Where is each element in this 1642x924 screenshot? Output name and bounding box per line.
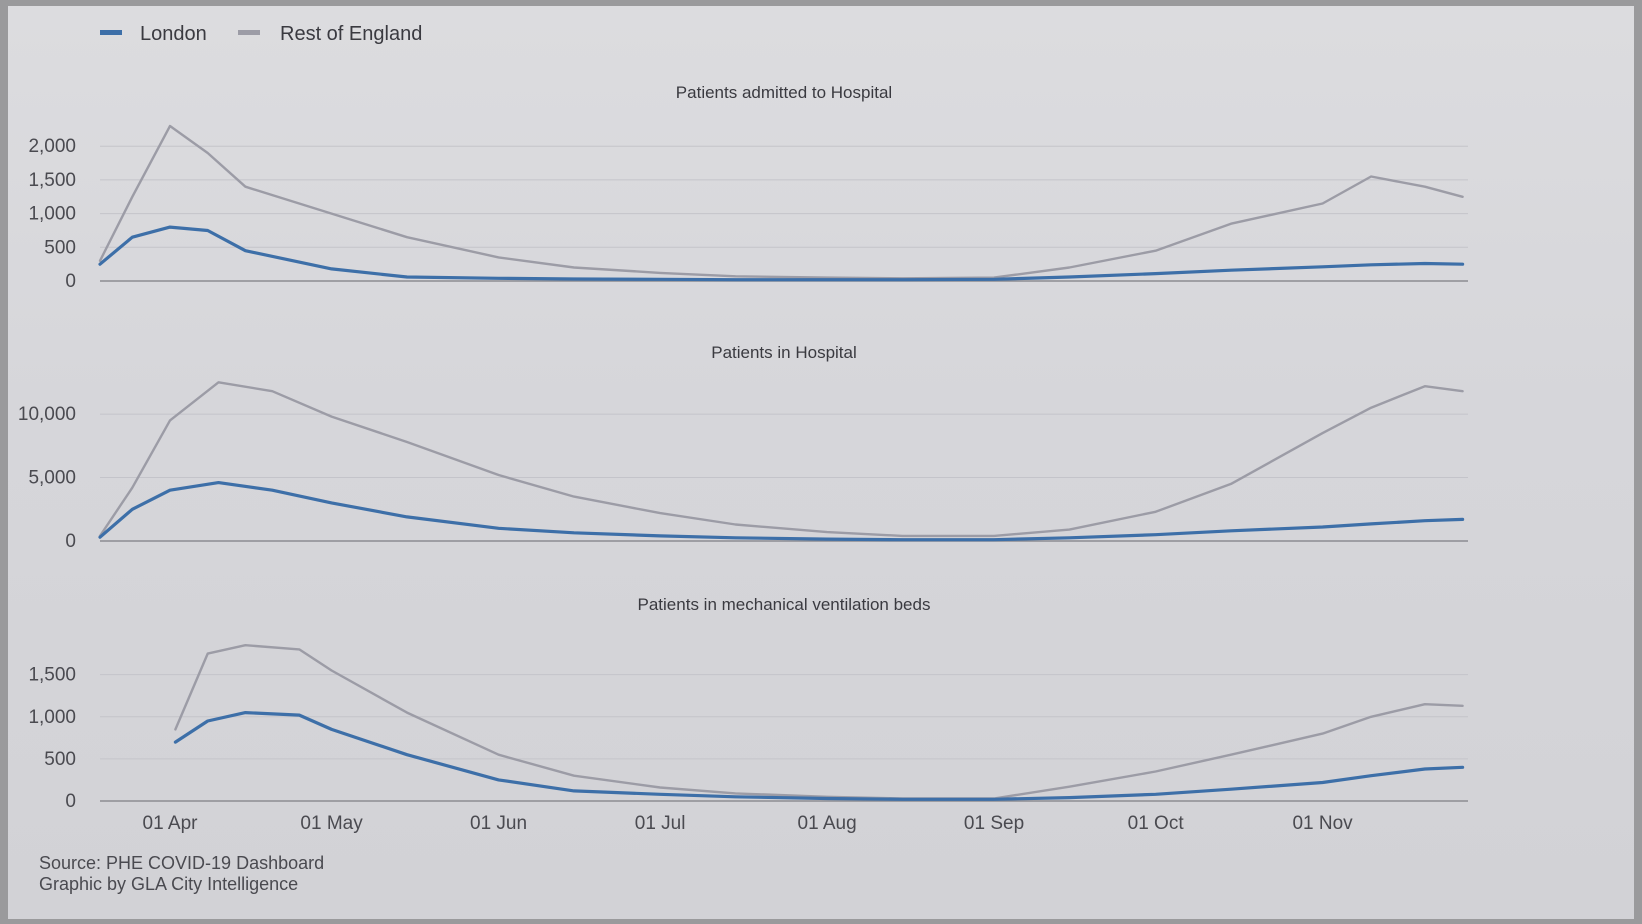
panel-title: Patients admitted to Hospital	[676, 83, 892, 102]
y-tick-label: 500	[44, 237, 76, 258]
x-tick-label: 01 May	[300, 813, 363, 834]
legend-label-london: London	[140, 23, 207, 45]
x-tick-label: 01 Jun	[470, 813, 527, 834]
chart-figure: London Rest of England Patients admitted…	[18, 23, 1468, 894]
y-tick-label: 1,500	[28, 665, 76, 686]
legend-swatch-rest-of-england	[238, 30, 260, 35]
screen: London Rest of England Patients admitted…	[8, 6, 1634, 919]
x-tick-label: 01 Apr	[143, 813, 199, 834]
legend-label-rest-of-england: Rest of England	[280, 23, 422, 45]
legend: London Rest of England	[100, 23, 422, 45]
y-tick-label: 1,500	[28, 170, 76, 191]
source-note: Source: PHE COVID-19 Dashboard	[39, 853, 324, 873]
panel-title: Patients in mechanical ventilation beds	[638, 595, 931, 614]
y-tick-label: 0	[65, 791, 76, 812]
y-tick-label: 5,000	[28, 468, 76, 489]
panel-patients-admitted-to-hospital: Patients admitted to Hospital 0 500 1,000 1,…	[28, 83, 1468, 292]
x-tick-label: 01 Nov	[1292, 813, 1353, 834]
chart-panels: Patients admitted to Hospital 0 500 1,000 1,…	[18, 83, 1468, 812]
x-axis: 01 Apr 01 May 01 Jun 01 Jul 01 Aug 01 Sep 01 O…	[143, 813, 1354, 834]
y-tick-label: 500	[44, 749, 76, 770]
x-tick-label: 01 Aug	[798, 813, 857, 834]
x-tick-label: 01 Jul	[635, 813, 686, 834]
panel-title: Patients in Hospital	[711, 343, 857, 362]
series-line-london	[98, 225, 1465, 282]
x-tick-label: 01 Oct	[1128, 813, 1185, 834]
series-line-london	[173, 710, 1465, 801]
x-tick-label: 01 Sep	[964, 813, 1024, 834]
y-tick-label: 0	[65, 531, 76, 552]
legend-swatch-london	[100, 30, 122, 35]
y-tick-label: 2,000	[28, 136, 76, 157]
credit-note: Graphic by GLA City Intelligence	[39, 874, 298, 894]
series-line-rest-of-england	[98, 124, 1464, 280]
series-line-london	[98, 481, 1465, 542]
series-line-rest-of-england	[98, 381, 1464, 538]
series-line-rest-of-england	[174, 644, 1464, 800]
panel-patients-in-hospital: Patients in Hospital 0 5,000 10,000	[18, 343, 1468, 552]
y-tick-label: 0	[65, 271, 76, 292]
y-tick-label: 1,000	[28, 707, 76, 728]
panel-patients-in-mechanical-ventilation-beds: Patients in mechanical ventilation beds 0…	[28, 595, 1468, 812]
y-tick-label: 10,000	[18, 404, 76, 425]
y-tick-label: 1,000	[28, 204, 76, 225]
